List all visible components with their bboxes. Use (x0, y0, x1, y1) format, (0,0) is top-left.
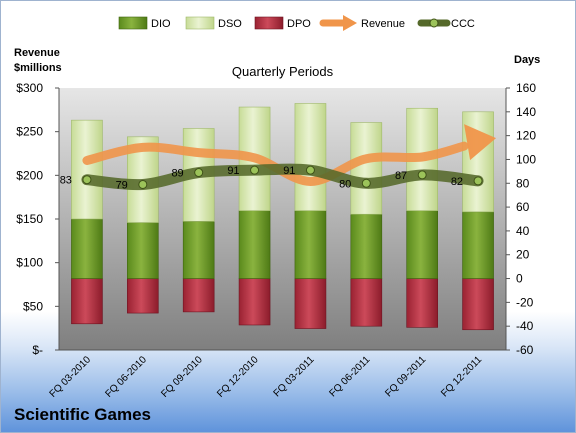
ccc-data-label: 82 (451, 176, 463, 188)
left-axis-tick-label: $- (32, 343, 43, 357)
left-axis-tick-label: $200 (16, 168, 43, 182)
legend-label-ccc: CCC (451, 18, 475, 30)
dpo-bar (238, 278, 271, 326)
ccc-data-label: 91 (283, 165, 295, 177)
company-name: Scientific Games (14, 405, 152, 424)
legend-label-dpo: DPO (287, 18, 311, 30)
right-axis-tick-label: -20 (516, 295, 534, 309)
ccc-data-label: 79 (116, 179, 128, 191)
left-axis-tick-label: $100 (16, 256, 43, 270)
legend-swatch-dpo (254, 16, 284, 30)
ccc-marker (138, 179, 148, 189)
x-axis-tick-label: FQ 12-2010 (215, 354, 261, 400)
left-axis-tick-label: $300 (16, 81, 43, 95)
right-axis-tick-label: 100 (516, 152, 536, 166)
ccc-marker (194, 168, 204, 178)
dio-bar (127, 222, 159, 279)
x-axis-tick-label: FQ 03-2011 (272, 354, 317, 399)
right-axis-tick-label: -60 (516, 343, 534, 357)
ccc-marker (250, 165, 260, 175)
ccc-data-label: 87 (395, 170, 407, 182)
plot-area (59, 88, 506, 350)
dso-bar (71, 119, 103, 220)
dio-bar (71, 218, 103, 279)
x-axis-tick-label: FQ 03-2010 (48, 354, 94, 400)
ccc-marker (417, 170, 427, 180)
legend-label-dio: DIO (151, 18, 171, 30)
dpo-bar (127, 278, 159, 314)
ccc-marker (305, 165, 315, 175)
x-axis-tick-label: FQ 06-2011 (327, 354, 372, 399)
right-axis-tick-label: 120 (516, 129, 536, 143)
legend-swatch-dso (185, 16, 215, 30)
x-axis-tick-label: FQ 12-2011 (439, 354, 484, 399)
x-axis-tick-label: FQ 06-2010 (103, 354, 149, 400)
ccc-data-label: 91 (227, 165, 239, 177)
ccc-data-label: 83 (60, 175, 72, 187)
dpo-bar (71, 278, 103, 325)
dio-bar (406, 210, 438, 279)
left-axis-tick-label: $150 (16, 212, 43, 226)
ccc-marker (473, 176, 483, 186)
dio-bar (182, 221, 215, 279)
dio-bar (462, 211, 494, 279)
left-axis-label-line2: $millions (14, 62, 62, 74)
right-axis-tick-label: 140 (516, 105, 536, 119)
legend-swatch-dio (118, 16, 148, 30)
dio-bar (294, 210, 327, 279)
legend-swatch-revenue-arrow (343, 15, 357, 31)
dio-bar (350, 213, 383, 279)
chart-title: Quarterly Periods (232, 64, 334, 79)
right-axis-tick-label: -40 (516, 319, 534, 333)
ccc-marker (361, 178, 371, 188)
right-axis-label: Days (514, 54, 540, 66)
dpo-bar (294, 278, 327, 329)
ccc-line (81, 163, 484, 191)
revenue-arrowhead (464, 124, 497, 161)
ccc-marker (82, 175, 92, 185)
right-axis-tick-label: 60 (516, 200, 530, 214)
ccc-data-label: 80 (339, 178, 351, 190)
right-axis-tick-label: 0 (516, 272, 523, 286)
dpo-bar (462, 278, 494, 331)
legend-label-dso: DSO (218, 18, 242, 30)
dpo-bar (182, 278, 215, 313)
left-axis-tick-label: $250 (16, 125, 43, 139)
dio-bar (238, 210, 271, 279)
x-axis-tick-label: FQ 09-2011 (383, 354, 428, 399)
legend-swatch-ccc-marker (429, 18, 439, 28)
dpo-bar (406, 278, 438, 328)
right-axis-tick-label: 160 (516, 81, 536, 95)
left-axis-tick-label: $50 (23, 299, 43, 313)
x-axis-tick-label: FQ 09-2010 (159, 354, 205, 400)
right-axis-tick-label: 20 (516, 248, 530, 262)
legend-label-revenue: Revenue (361, 18, 405, 30)
dpo-bar (350, 278, 383, 327)
right-axis-tick-label: 80 (516, 176, 530, 190)
right-axis-tick-label: 40 (516, 224, 530, 238)
ccc-data-label: 89 (171, 168, 183, 180)
left-axis-label-line1: Revenue (14, 47, 60, 59)
dso-bar (350, 122, 383, 215)
dso-bar (294, 103, 327, 211)
